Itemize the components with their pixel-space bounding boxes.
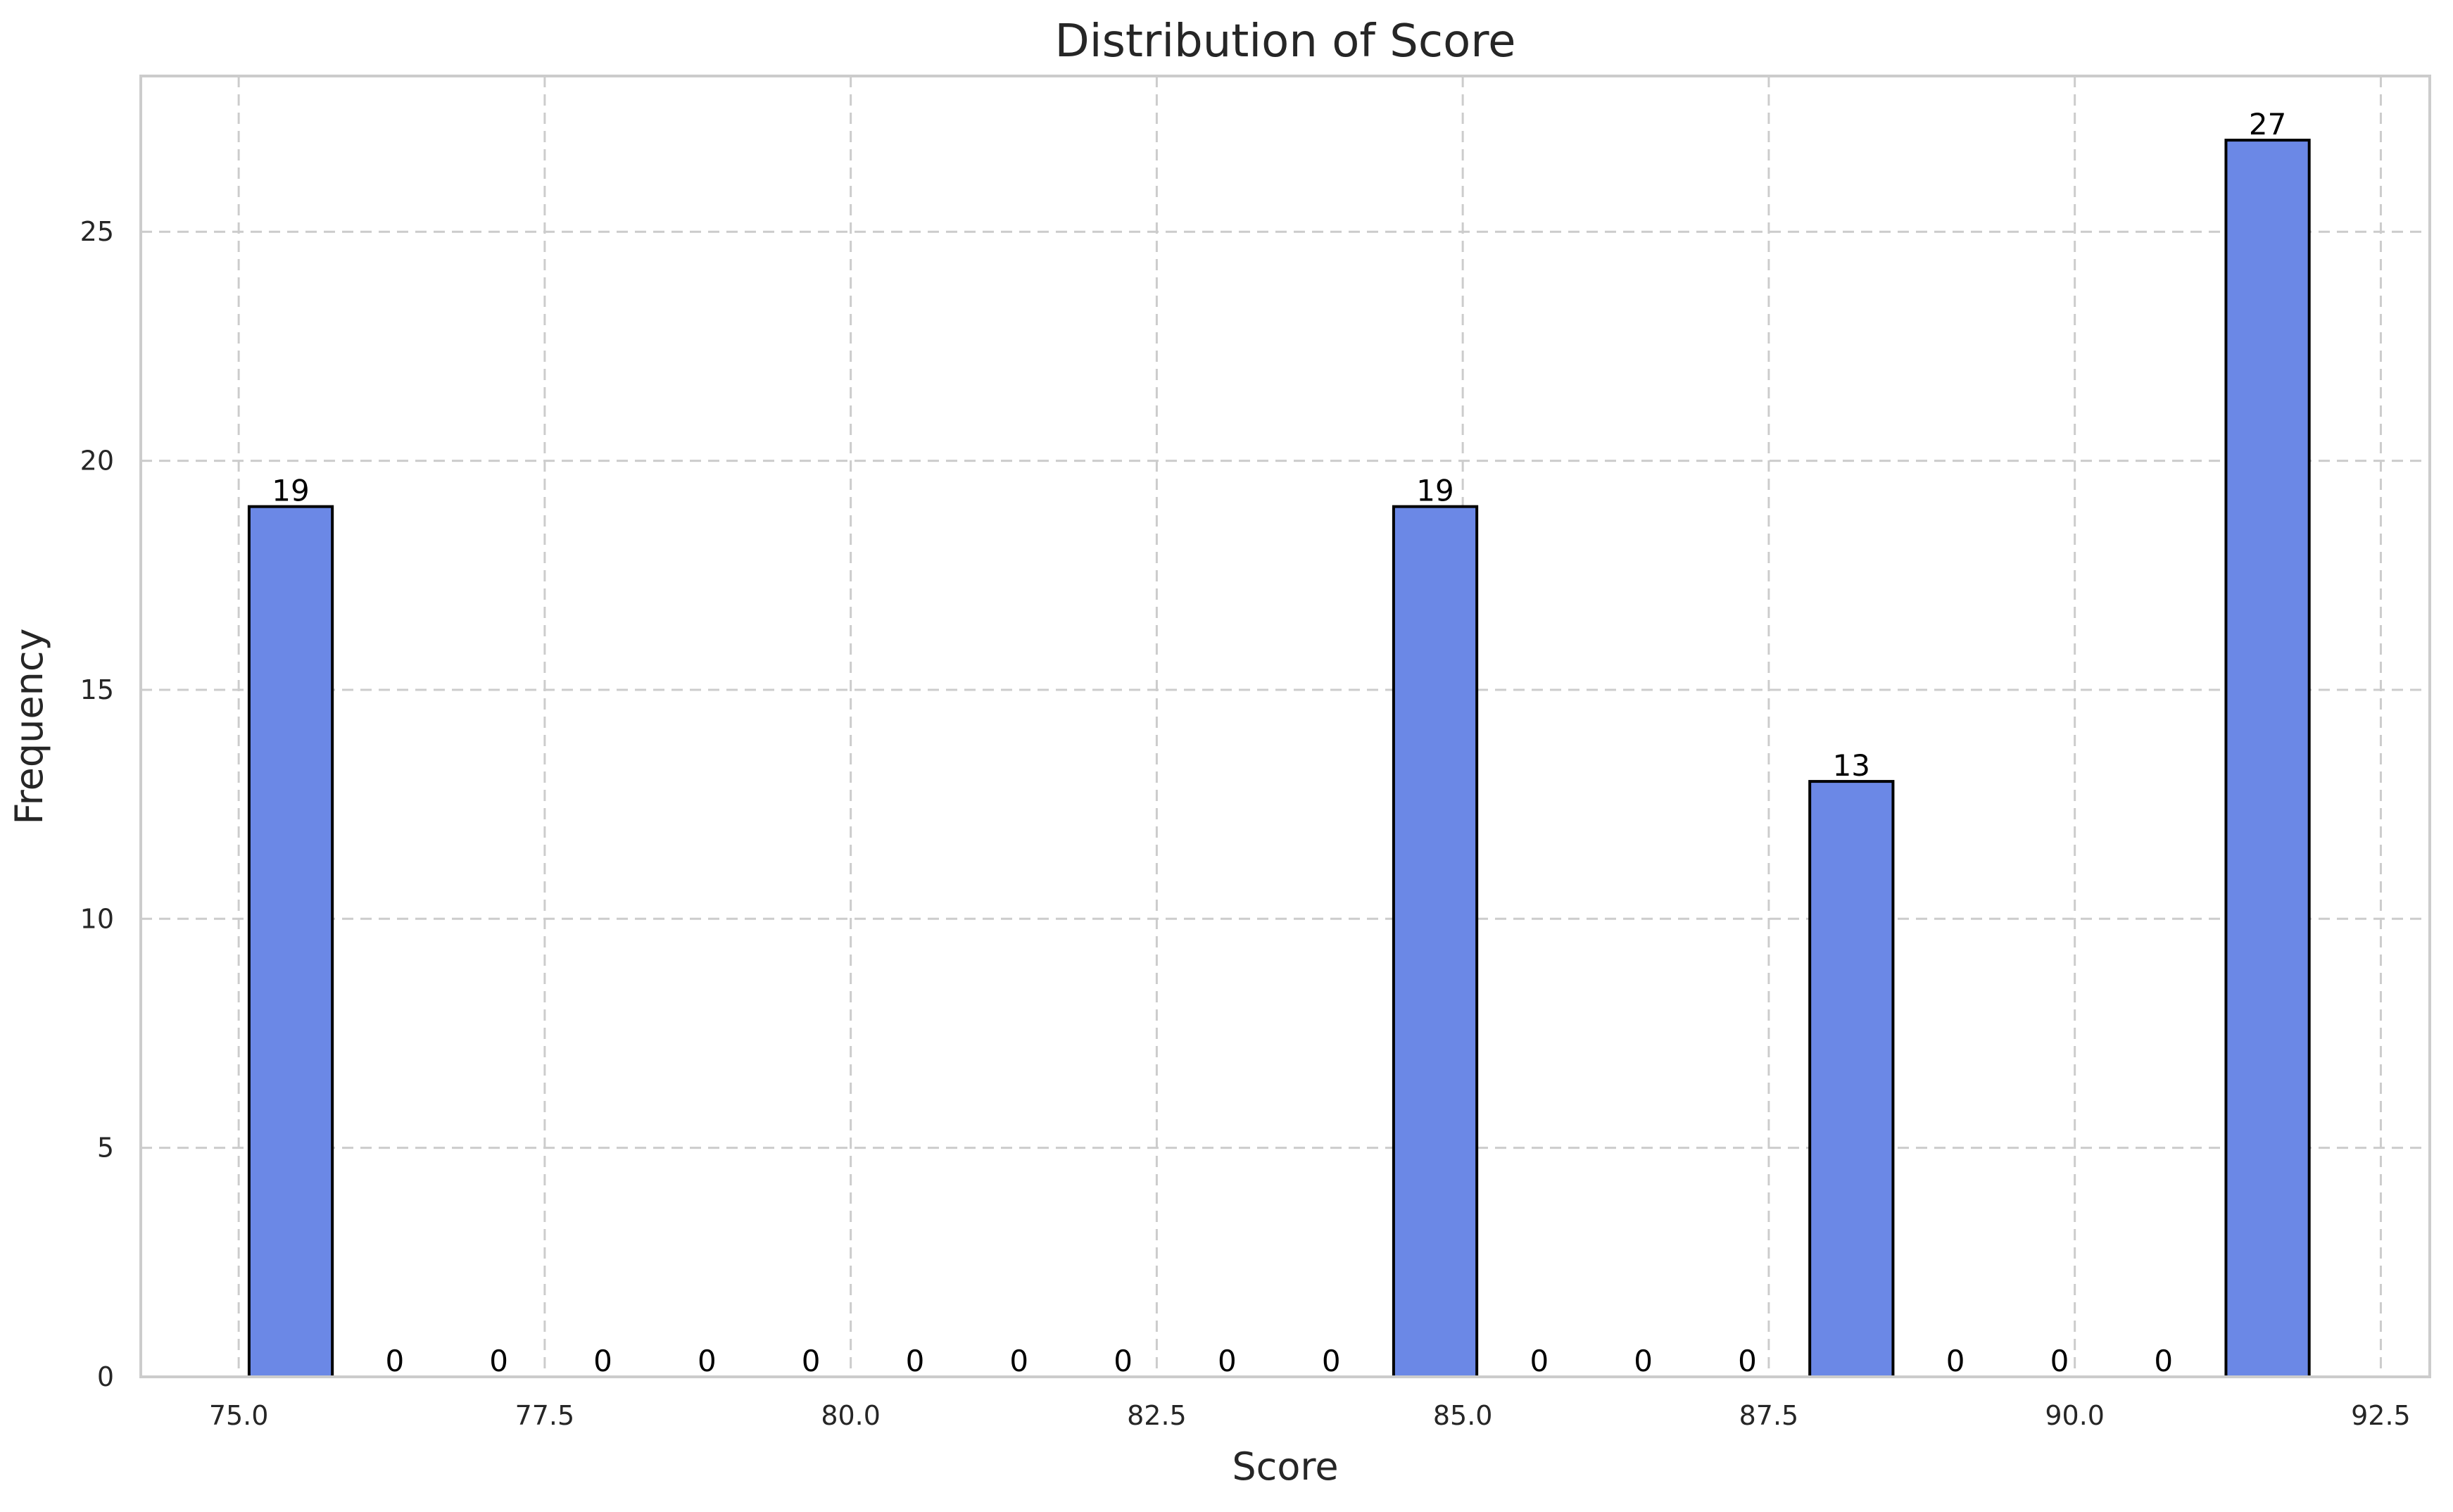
bar-layer [247,139,2311,1378]
x-tick-layer: 75.0 77.5 80.0 82.5 85.0 87.5 90.0 92.5 [209,1400,2411,1431]
x-tick-label: 80.0 [821,1400,881,1431]
bar-value-label: 27 [2249,107,2286,141]
bar-value-label: 0 [1530,1344,1549,1378]
x-tick-label: 75.0 [209,1400,269,1431]
histogram-bar [1392,505,1479,1378]
chart-title: Distribution of Score [1055,15,1516,68]
x-tick-label: 85.0 [1433,1400,1493,1431]
plot-frame [139,75,2431,1378]
bar-value-label: 0 [1114,1344,1133,1378]
y-tick-label: 10 [80,903,114,934]
bar-value-label: 19 [1416,474,1453,508]
histogram-bar [1808,780,1895,1378]
bar-label-layer: 19 0 0 0 0 0 0 0 0 0 0 19 0 0 0 13 0 0 0 27 [272,107,2286,1378]
y-tick-label: 25 [80,216,114,247]
bar-value-label: 0 [1009,1344,1028,1378]
y-tick-label: 15 [80,674,114,705]
bar-value-label: 0 [593,1344,612,1378]
x-tick-label: 90.0 [2045,1400,2105,1431]
bar-value-label: 0 [489,1344,508,1378]
y-axis-label: Frequency [7,629,51,825]
bar-value-label: 0 [698,1344,717,1378]
bar-value-label: 0 [1322,1344,1341,1378]
y-tick-label: 5 [97,1133,114,1164]
bar-value-label: 0 [1946,1344,1965,1378]
bar-value-label: 0 [1738,1344,1757,1378]
x-axis-label: Score [1232,1444,1338,1489]
bar-value-label: 0 [802,1344,821,1378]
x-tick-label: 77.5 [515,1400,575,1431]
bar-value-label: 13 [1833,748,1870,783]
x-tick-label: 87.5 [1739,1400,1799,1431]
bar-value-label: 19 [272,474,309,508]
bar-value-label: 0 [906,1344,925,1378]
bar-value-label: 0 [2050,1344,2069,1378]
bar-value-label: 0 [385,1344,404,1378]
grid-layer [141,76,2430,1377]
x-tick-label: 92.5 [2351,1400,2411,1431]
histogram-bar [247,505,334,1378]
y-tick-label: 0 [97,1361,114,1392]
x-tick-label: 82.5 [1127,1400,1187,1431]
bar-value-label: 0 [2154,1344,2173,1378]
y-tick-label: 20 [80,446,114,477]
y-tick-layer: 0 5 10 15 20 25 [80,216,114,1392]
bar-value-label: 0 [1218,1344,1237,1378]
histogram-bar [2224,139,2311,1378]
bar-value-label: 0 [1634,1344,1653,1378]
